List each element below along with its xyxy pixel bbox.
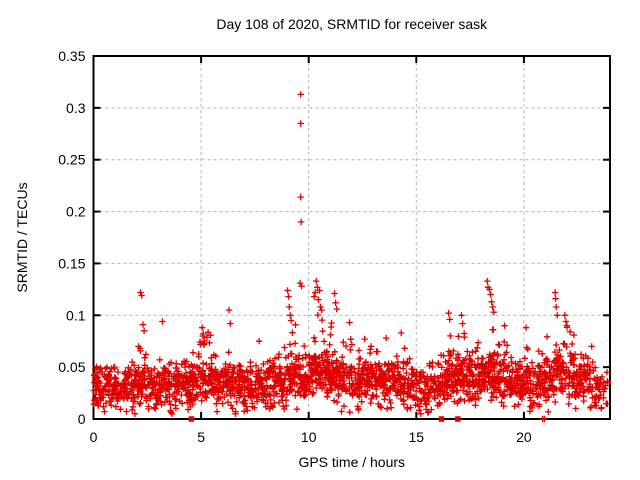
y-tick-label: 0.25 [58,152,85,168]
x-tick-label: 0 [90,429,98,445]
plot-border [92,55,611,420]
y-tick-label: 0.05 [58,359,85,375]
chart-title: Day 108 of 2020, SRMTID for receiver sas… [216,16,488,32]
x-tick-label: 20 [516,429,532,445]
tick-labels: 0 5 10 15 20 0 0.05 0.1 0.15 0.2 0.25 0.3 0.35 [58,48,532,445]
x-tick-label: 5 [197,429,205,445]
y-axis-label: SRMTID / TECUs [14,182,30,292]
zero-square-marker [188,416,195,422]
x-axis-label: GPS time / hours [298,454,405,470]
x-tick-label: 15 [409,429,425,445]
y-tick-label: 0.15 [58,255,85,271]
y-tick-label: 0 [78,411,86,427]
data-points [90,91,611,423]
y-tick-label: 0.3 [66,100,86,116]
axis-ticks [92,55,610,420]
y-tick-label: 0.35 [58,48,85,64]
y-tick-label: 0.2 [66,204,86,220]
y-tick-label: 0.1 [66,307,86,323]
x-tick-label: 10 [301,429,317,445]
zero-square-marker [438,416,445,422]
zero-square-marker [455,416,461,422]
zero-value-markers [188,416,461,422]
